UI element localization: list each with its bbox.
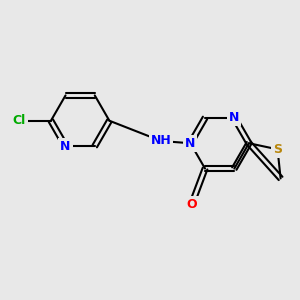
Text: N: N bbox=[60, 140, 71, 153]
Text: N: N bbox=[229, 111, 239, 124]
Text: S: S bbox=[273, 143, 282, 156]
Text: Cl: Cl bbox=[13, 114, 26, 127]
Text: NH: NH bbox=[151, 134, 172, 148]
Text: O: O bbox=[186, 198, 197, 211]
Text: N: N bbox=[185, 137, 196, 150]
